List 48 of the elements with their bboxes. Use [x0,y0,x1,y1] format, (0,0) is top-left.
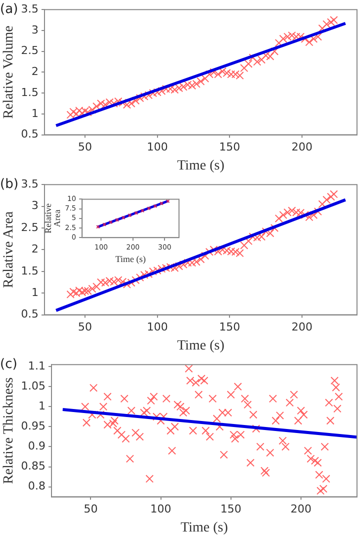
x-axis-title: Time (s) [180,520,228,536]
y-axis-title: Relative Volume [2,26,17,119]
y-tick-label: 2.5 [20,220,38,234]
x-axis-title: Time (s) [115,254,146,264]
x-tick-label: 50 [78,140,92,154]
y-tick-label: 0.95 [20,420,46,433]
y-tick-label: 0.5 [20,308,38,321]
y-axis-title: Relative Area [2,210,17,288]
y-axis-title: Relative Thickness [2,377,17,484]
point [102,222,106,226]
y-tick-label: 1 [31,286,38,299]
x-tick-label: 150 [219,320,240,334]
y-tick-label: 0.85 [20,460,46,473]
x-tick-label: 150 [219,140,240,154]
y-tick-label: 2 [31,242,38,256]
y-tick-label: 2.5 [20,44,38,58]
y-tick-label: 1.5 [20,86,38,99]
point [122,216,126,220]
y-tick-label: 3.5 [20,2,38,16]
y-tick-label: 0.8 [28,480,46,493]
y-tick-label: 1.05 [20,379,46,392]
y-tick-label: 3.5 [20,177,38,190]
point [128,213,132,218]
x-axis-title: Time (s) [177,338,225,354]
chart-title: (c) [0,357,18,372]
x-tick-label: 100 [150,502,172,516]
x-tick-label: 200 [292,140,313,154]
chart-title: (a) [0,2,18,18]
y-tick-label: 1 [38,400,46,413]
x-tick-label: 200 [292,320,313,334]
x-tick-label: 100 [146,320,168,334]
x-tick-label: 100 [146,140,168,154]
chart-title: (b) [0,177,18,192]
y-axis-title: Relative Area [42,203,62,234]
x-tick-label: 50 [78,320,92,334]
y-tick-label: 1.5 [20,264,38,278]
y-tick-label: 1 [31,106,38,120]
y-tick-label: 0.9 [28,440,46,453]
y-tick-label: 1.1 [28,359,46,372]
x-axis-title: Time (s) [177,158,225,174]
x-tick-label: 150 [220,502,242,516]
y-tick-label: 2 [31,65,38,78]
point [108,220,113,224]
y-tick-label: 3 [31,199,38,212]
y-tick-label: 0.5 [20,128,38,141]
x-tick-label: 50 [84,502,98,516]
y-tick-label: 3 [31,23,38,36]
x-tick-label: 200 [290,502,312,516]
